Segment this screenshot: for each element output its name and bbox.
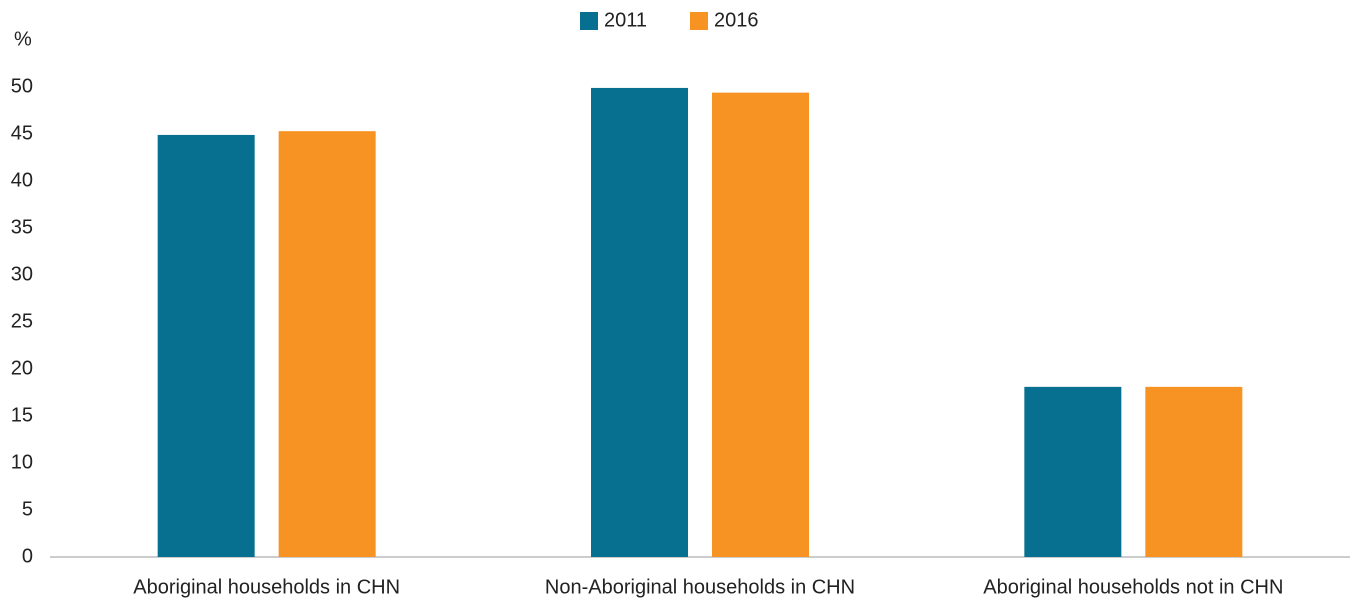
bar: [278, 131, 376, 557]
bar: [712, 92, 809, 557]
legend-swatch: [580, 12, 598, 30]
x-tick-label: Aboriginal households not in CHN: [983, 576, 1283, 598]
y-tick-label: 10: [11, 451, 33, 473]
bar: [157, 134, 255, 557]
bar: [591, 87, 688, 557]
x-tick-label: Non-Aboriginal households in CHN: [545, 576, 855, 598]
y-tick-label: 0: [22, 545, 33, 567]
y-tick-label: 5: [22, 498, 33, 520]
y-tick-label: 25: [11, 310, 33, 332]
x-tick-label: Aboriginal households in CHN: [133, 576, 400, 598]
bar: [1145, 386, 1243, 557]
legend-swatch: [690, 12, 708, 30]
y-tick-label: 50: [11, 75, 33, 97]
legend-label: 2011: [604, 9, 647, 31]
y-axis-label: %: [14, 28, 32, 50]
legend-label: 2016: [714, 9, 759, 31]
y-tick-label: 30: [11, 263, 33, 285]
y-tick-label: 40: [11, 169, 33, 191]
y-tick-label: 20: [11, 357, 33, 379]
bar: [1024, 386, 1122, 557]
y-tick-label: 45: [11, 122, 33, 144]
y-tick-label: 35: [11, 216, 33, 238]
y-tick-label: 15: [11, 404, 33, 426]
